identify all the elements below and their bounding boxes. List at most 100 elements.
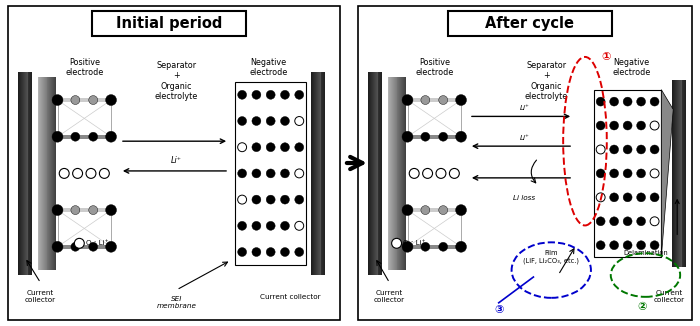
- Bar: [371, 72, 372, 275]
- Circle shape: [456, 241, 466, 252]
- Circle shape: [650, 241, 659, 250]
- Circle shape: [52, 205, 63, 215]
- Bar: [683, 80, 684, 267]
- Circle shape: [410, 169, 419, 178]
- Bar: [381, 72, 382, 275]
- Bar: [45, 77, 46, 270]
- Bar: [324, 72, 326, 275]
- Circle shape: [106, 205, 116, 215]
- Bar: [42, 77, 43, 270]
- Bar: [304, 82, 305, 265]
- Bar: [51, 77, 52, 270]
- Text: Li⁺: Li⁺: [171, 156, 182, 165]
- Circle shape: [266, 169, 275, 178]
- Circle shape: [610, 193, 619, 202]
- Text: SEI
membrane: SEI membrane: [157, 296, 197, 309]
- Bar: [318, 72, 319, 275]
- Circle shape: [106, 241, 116, 252]
- Circle shape: [281, 116, 289, 126]
- Bar: [672, 80, 673, 267]
- Bar: [293, 82, 295, 265]
- Bar: [395, 77, 397, 270]
- Circle shape: [439, 242, 448, 251]
- Circle shape: [456, 131, 466, 142]
- Text: Li loss: Li loss: [513, 195, 536, 201]
- Circle shape: [421, 242, 430, 251]
- Circle shape: [89, 96, 98, 105]
- Circle shape: [623, 193, 632, 202]
- Bar: [684, 80, 685, 267]
- Circle shape: [281, 169, 289, 178]
- Bar: [407, 135, 461, 139]
- Circle shape: [636, 217, 645, 226]
- Circle shape: [266, 143, 275, 152]
- Bar: [673, 80, 674, 267]
- Circle shape: [238, 90, 246, 99]
- Bar: [404, 77, 405, 270]
- Circle shape: [596, 217, 605, 226]
- Circle shape: [636, 145, 645, 154]
- Circle shape: [238, 143, 246, 152]
- Bar: [402, 77, 403, 270]
- Circle shape: [610, 97, 619, 106]
- Circle shape: [423, 169, 433, 178]
- Circle shape: [439, 96, 448, 105]
- Circle shape: [295, 116, 304, 126]
- Bar: [25, 72, 26, 275]
- Circle shape: [73, 169, 83, 178]
- Circle shape: [623, 241, 632, 250]
- Circle shape: [281, 195, 289, 204]
- Circle shape: [610, 121, 619, 130]
- Bar: [678, 80, 679, 267]
- Circle shape: [89, 132, 98, 141]
- Circle shape: [636, 97, 645, 106]
- Circle shape: [402, 131, 413, 142]
- Bar: [297, 82, 298, 265]
- Bar: [47, 77, 48, 270]
- Text: Positive
electrode: Positive electrode: [415, 58, 454, 77]
- Bar: [302, 82, 303, 265]
- Bar: [393, 77, 394, 270]
- Circle shape: [252, 221, 261, 230]
- Circle shape: [402, 241, 413, 252]
- Text: Positive
electrode: Positive electrode: [65, 58, 104, 77]
- Bar: [402, 77, 404, 270]
- Bar: [394, 77, 395, 270]
- Circle shape: [238, 169, 246, 178]
- Bar: [389, 77, 391, 270]
- Text: Current collector: Current collector: [260, 294, 321, 300]
- Text: Negative
electrode: Negative electrode: [250, 58, 288, 77]
- Circle shape: [610, 217, 619, 226]
- Text: Current
collector: Current collector: [374, 290, 405, 304]
- Circle shape: [596, 121, 605, 130]
- Circle shape: [650, 145, 659, 154]
- Circle shape: [623, 145, 632, 154]
- Text: Current
collector: Current collector: [25, 290, 56, 304]
- Circle shape: [636, 169, 645, 178]
- Bar: [21, 72, 22, 275]
- Bar: [44, 77, 45, 270]
- Circle shape: [596, 145, 605, 154]
- Circle shape: [71, 132, 80, 141]
- Bar: [594, 90, 662, 257]
- Circle shape: [52, 131, 63, 142]
- Circle shape: [252, 169, 261, 178]
- Bar: [391, 77, 392, 270]
- Circle shape: [650, 217, 659, 226]
- Bar: [685, 80, 686, 267]
- Circle shape: [238, 195, 246, 204]
- Circle shape: [281, 221, 289, 230]
- Circle shape: [71, 96, 80, 105]
- Circle shape: [456, 205, 466, 215]
- Bar: [314, 72, 315, 275]
- Circle shape: [391, 238, 402, 248]
- Bar: [659, 90, 660, 257]
- Bar: [30, 72, 31, 275]
- Bar: [407, 245, 461, 249]
- Circle shape: [71, 242, 80, 251]
- Circle shape: [596, 97, 605, 106]
- Bar: [377, 72, 378, 275]
- Circle shape: [281, 247, 289, 257]
- Circle shape: [295, 221, 304, 230]
- Bar: [300, 82, 302, 265]
